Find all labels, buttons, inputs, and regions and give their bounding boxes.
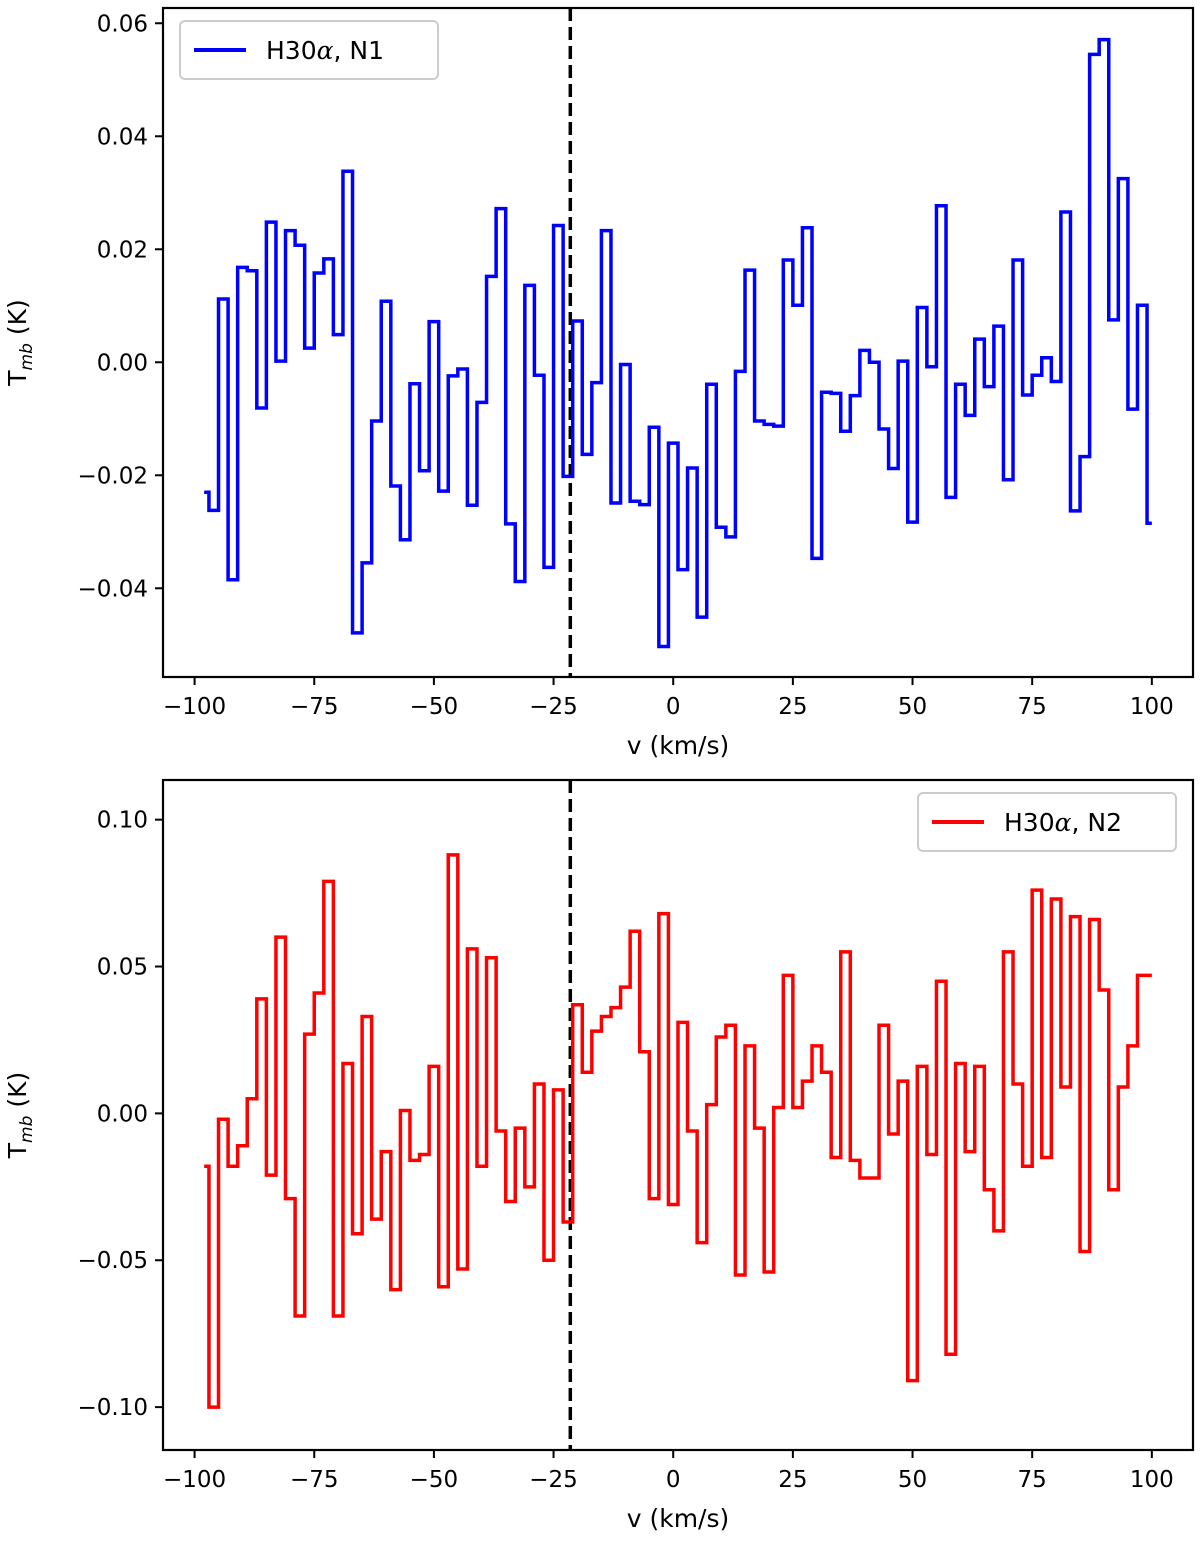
y-tick-label: 0.00 — [97, 1101, 148, 1127]
legend: H30α, N1 — [179, 20, 439, 80]
x-tick-label: 100 — [1130, 1467, 1174, 1493]
legend-box — [179, 20, 439, 80]
y-axis-label-unit: (K) — [3, 1072, 32, 1116]
y-axis-label-sub: mb — [17, 1116, 37, 1143]
y-tick-label: −0.05 — [78, 1248, 148, 1274]
y-axis-label-sub: mb — [17, 343, 37, 370]
spectrum-series-0 — [204, 37, 1152, 649]
x-tick-label: 50 — [898, 1467, 927, 1493]
x-tick-label: −50 — [410, 1467, 459, 1493]
y-tick-label: 0.04 — [97, 124, 148, 150]
legend-box — [917, 792, 1177, 852]
x-tick-label: −75 — [290, 694, 339, 720]
chart-bottom: −100 −75 −50 −25 0 25 50 75 100 −0.10 −0.05 0.00 0.0… — [3, 778, 1195, 1533]
legend-label-rest: , N2 — [1072, 808, 1123, 837]
x-tick-label: −25 — [529, 1467, 578, 1493]
y-tick-label: 0.02 — [97, 237, 148, 263]
legend-label-main: H30 — [1004, 808, 1055, 837]
x-tick-label: 25 — [778, 694, 807, 720]
legend-label-main: H30 — [266, 36, 317, 65]
y-tick-label: −0.04 — [78, 576, 148, 602]
y-axis-label: Tmb (K) — [3, 1072, 37, 1160]
y-axis-label-main: T — [3, 370, 32, 387]
x-tick-label: −50 — [410, 694, 459, 720]
y-tick-label: 0.00 — [97, 350, 148, 376]
y-tick-label: 0.06 — [97, 11, 148, 37]
x-tick-label: 0 — [666, 1467, 681, 1493]
x-tick-label: 100 — [1130, 694, 1174, 720]
x-tick-label: 25 — [778, 1467, 807, 1493]
x-tick-label: −100 — [163, 694, 226, 720]
legend-label-rest: , N1 — [334, 36, 385, 65]
x-tick-label: −75 — [290, 1467, 339, 1493]
legend: H30α, N2 — [917, 792, 1177, 852]
y-tick-label: 0.05 — [97, 955, 148, 981]
legend-label: H30α, N2 — [1004, 808, 1122, 837]
y-tick-label: 0.10 — [97, 808, 148, 834]
y-axis-label-unit: (K) — [3, 299, 32, 343]
y-tick-label: −0.10 — [78, 1395, 148, 1421]
legend-label-alpha: α — [317, 36, 334, 65]
chart-top: −100 −75 −50 −25 0 25 50 75 100 −0.04 −0.02 0.00 0.0… — [3, 6, 1195, 760]
x-tick-label: −25 — [529, 694, 578, 720]
spectrum-series-0 — [204, 853, 1152, 1409]
x-tick-label: −100 — [163, 1467, 226, 1493]
legend-label-alpha: α — [1055, 808, 1072, 837]
x-axis-label: v (km/s) — [627, 1504, 730, 1533]
plot-frame — [161, 778, 1195, 1452]
x-tick-label: 0 — [666, 694, 681, 720]
y-tick-label: −0.02 — [78, 463, 148, 489]
x-tick-label: 75 — [1018, 1467, 1047, 1493]
y-axis-label: Tmb (K) — [3, 299, 37, 387]
x-tick-label: 75 — [1018, 694, 1047, 720]
plot-frame — [161, 6, 1195, 679]
legend-label: H30α, N1 — [266, 36, 384, 65]
x-tick-label: 50 — [898, 694, 927, 720]
y-axis-label-main: T — [3, 1142, 32, 1159]
x-axis-label: v (km/s) — [627, 731, 730, 760]
